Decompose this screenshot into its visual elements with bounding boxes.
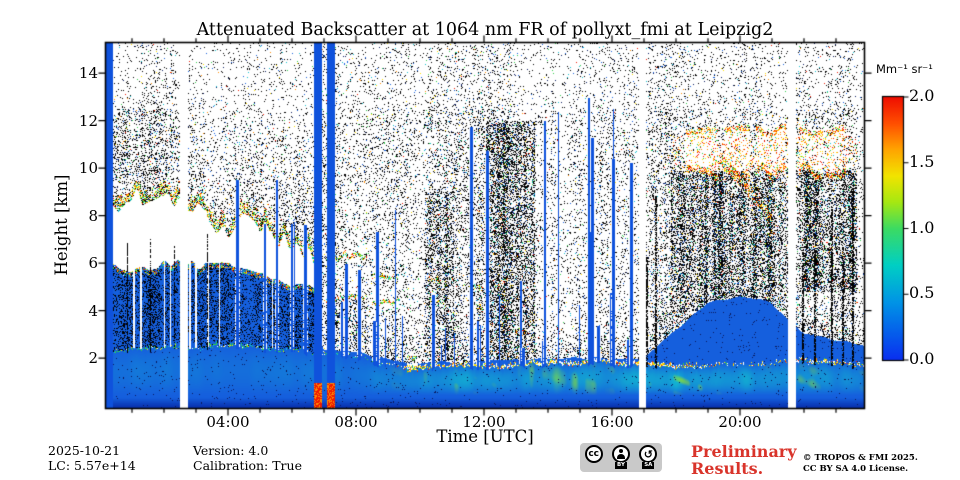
cc-sa-arrow-icon: ↺ xyxy=(639,445,658,463)
lidar-constant: LC: 5.57e+14 xyxy=(48,458,136,473)
page-title: Attenuated Backscatter at 1064 nm FR of … xyxy=(196,20,774,40)
copyright-notice: © TROPOS & FMI 2025. CC BY SA 4.0 Licens… xyxy=(803,453,918,475)
y-tick-label: 2 xyxy=(88,349,98,368)
cc-by-column: BY xyxy=(611,445,630,469)
measurement-date: 2025-10-21 xyxy=(48,443,121,458)
colorbar-tick-label: 1.5 xyxy=(909,151,935,171)
calibration-info: Calibration: True xyxy=(193,458,302,473)
cc-by-person-icon xyxy=(611,445,630,463)
cc-sa-column: ↺ SA xyxy=(639,445,658,469)
x-axis-label: Time [UTC] xyxy=(436,427,534,446)
y-tick-label: 10 xyxy=(78,159,98,178)
x-tick-label: 20:00 xyxy=(718,413,762,431)
colorbar-tick-label: 1.0 xyxy=(909,217,935,237)
copyright-line2: CC BY SA 4.0 License. xyxy=(803,464,909,474)
cc-license-badge[interactable]: cc BY ↺ SA xyxy=(580,443,662,472)
y-tick-label: 6 xyxy=(88,254,98,273)
cc-icon: cc xyxy=(584,445,603,463)
x-tick-label: 08:00 xyxy=(334,413,378,431)
sa-arrow-glyph: ↺ xyxy=(643,447,653,461)
preliminary-results: Preliminary Results. xyxy=(691,442,797,478)
colorbar-tick-label: 0.0 xyxy=(909,349,935,368)
cc-by-label: BY xyxy=(615,462,627,469)
version-info: Version: 4.0 xyxy=(193,443,269,458)
cc-icon-label: cc xyxy=(588,448,599,459)
y-tick-label: 8 xyxy=(88,206,98,225)
y-tick-label: 14 xyxy=(78,64,98,83)
y-axis-label: Height [km] xyxy=(52,174,71,276)
cc-column: cc xyxy=(584,445,603,463)
copyright-line1: © TROPOS & FMI 2025. xyxy=(803,453,918,463)
preliminary-line2: Results. xyxy=(691,458,764,478)
person-head-icon xyxy=(618,449,623,453)
cc-sa-label: SA xyxy=(642,462,655,469)
preliminary-line1: Preliminary xyxy=(691,442,797,461)
y-tick-label: 12 xyxy=(78,111,98,130)
colorbar-unit-label: Mm⁻¹ sr⁻¹ xyxy=(876,62,933,76)
colorbar-tick-label: 2.0 xyxy=(909,86,935,105)
x-tick-label: 16:00 xyxy=(590,413,634,431)
person-body-icon xyxy=(616,454,625,459)
colorbar-tick-label: 0.5 xyxy=(909,283,935,303)
y-tick-label: 4 xyxy=(88,301,98,320)
x-tick-label: 04:00 xyxy=(206,413,250,431)
x-tick-label: 12:00 xyxy=(462,413,506,431)
